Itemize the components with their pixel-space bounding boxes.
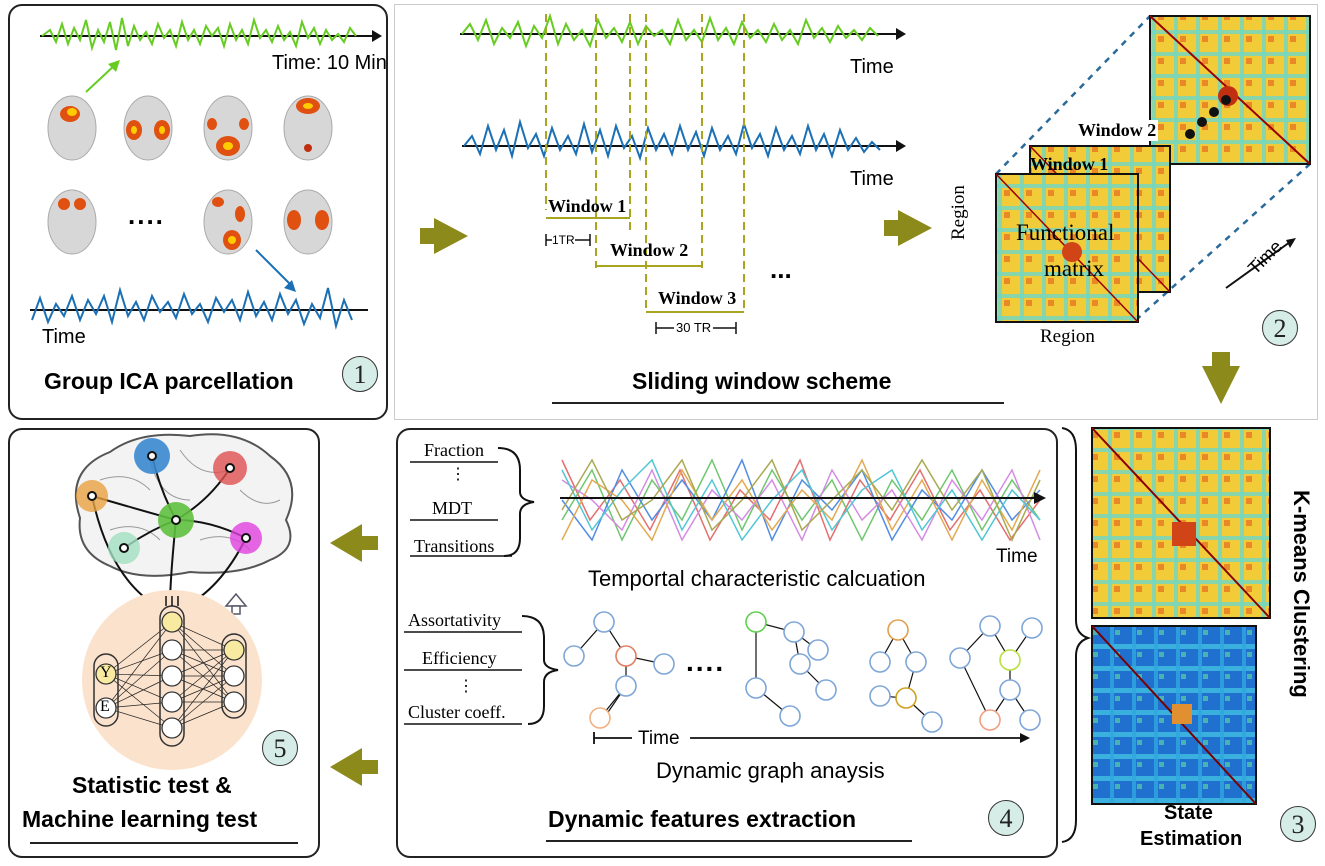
flow-arrow-1 (420, 218, 468, 254)
brain-ellipsis: .... (128, 200, 165, 230)
brain-map-6 (203, 189, 253, 255)
brain-map-2 (123, 95, 173, 161)
stats-title-underline (30, 842, 298, 844)
flow-arrow-2 (884, 210, 932, 246)
signal-time-label: Time (42, 326, 86, 348)
flow-arrow-4 (330, 524, 378, 562)
metric-efficiency: Efficiency (422, 648, 497, 668)
green-timecourse (41, 16, 357, 52)
flow-arrow-5 (330, 748, 378, 786)
window-2-label: Window 2 (610, 240, 689, 260)
time-duration-label: Time: 10 Min (272, 52, 387, 74)
features-title-underline (546, 840, 912, 842)
state-estimation-line2: Estimation (1140, 828, 1243, 850)
matrix-center-line1: Functional (1016, 220, 1115, 245)
step-number-3: 3 (1280, 806, 1316, 842)
window-1-label: Window 1 (548, 196, 627, 216)
metric-fraction: Fraction (424, 440, 484, 460)
window-3-label: Window 3 (658, 288, 737, 308)
temporal-time-label: Time (996, 546, 1038, 567)
sliding-title: Sliding window scheme (632, 368, 892, 394)
blue-timecourse (31, 286, 353, 330)
step-number-2: 2 (1262, 310, 1298, 346)
stats-title-line1: Statistic test & (72, 772, 232, 798)
brain-map-4 (283, 95, 333, 161)
metric-mdt: MDT (432, 498, 472, 518)
metric-assortativity: Assortativity (408, 610, 501, 630)
step-number-4: 4 (988, 800, 1024, 836)
sliding-title-underline (552, 402, 1004, 404)
graph-time-label: Time (638, 728, 680, 749)
brain-map-3 (203, 95, 253, 161)
outer-frame-top (394, 4, 1318, 420)
features-title: Dynamic features extraction (548, 806, 857, 832)
sliding-time-bottom: Time (850, 168, 894, 190)
brain-map-5 (47, 189, 97, 255)
metric-vdots-1: ⋮ (450, 466, 466, 483)
tr1-label: 1TR (552, 233, 575, 247)
brain-map-7 (283, 189, 333, 255)
nn-node-y: Y (100, 664, 112, 681)
sliding-green-signal (461, 12, 879, 49)
matrix-window2-label: Window 2 (1076, 120, 1159, 141)
kmeans-brace (1061, 427, 1092, 843)
matrix-window1-label: Window 1 (1030, 154, 1109, 174)
matrix-region-x: Region (1040, 326, 1095, 347)
step-number-5: 5 (262, 730, 298, 766)
sliding-blue-signal (463, 118, 881, 162)
graph-ellipsis: .... (686, 646, 726, 677)
matrix-center-line2: matrix (1044, 256, 1105, 281)
sliding-time-top: Time (850, 56, 894, 78)
step-number-1: 1 (342, 356, 378, 392)
metric-transitions: Transitions (414, 536, 495, 556)
metric-cluster-coeff: Cluster coeff. (408, 702, 506, 722)
stats-title-line2: Machine learning test (22, 806, 258, 832)
window-ellipsis: ... (770, 254, 792, 284)
nn-node-e: E (100, 698, 110, 715)
temporal-title: Temportal characteristic calcuation (588, 566, 926, 591)
graph-title: Dynamic graph anaysis (656, 758, 885, 783)
state-estimation-line1: State (1164, 802, 1213, 824)
metric-vdots-2: ⋮ (458, 678, 474, 695)
tr30-label: 30 TR (674, 320, 714, 335)
flow-arrow-3 (1202, 352, 1240, 404)
panel1-title: Group ICA parcellation (44, 368, 294, 394)
brain-map-1 (47, 95, 97, 161)
